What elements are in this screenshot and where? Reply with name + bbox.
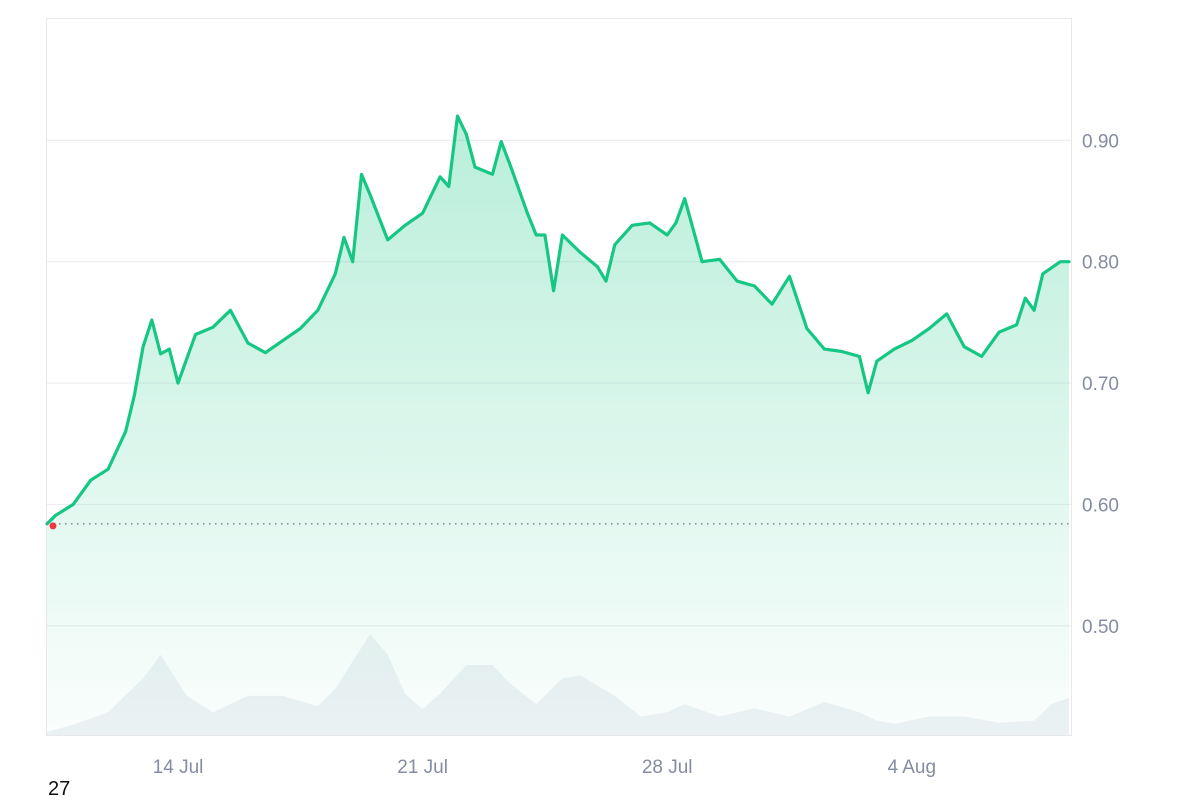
price-point bbox=[666, 233, 669, 237]
price-point bbox=[133, 394, 136, 397]
y-axis-ticks: 0.90 0.80 0.70 0.60 0.50 bbox=[1082, 131, 1119, 637]
price-point bbox=[508, 163, 512, 166]
series-group bbox=[45, 114, 1071, 736]
price-point bbox=[465, 133, 468, 136]
price-point bbox=[596, 265, 599, 268]
price-point bbox=[718, 258, 721, 261]
price-point bbox=[823, 347, 826, 351]
price-point bbox=[526, 212, 529, 215]
price-point bbox=[893, 347, 896, 351]
price-point bbox=[369, 193, 372, 197]
price-point bbox=[351, 260, 354, 263]
price-area-fill bbox=[47, 116, 1069, 736]
price-point bbox=[858, 355, 861, 358]
price-point bbox=[945, 312, 948, 316]
price-point bbox=[866, 391, 870, 394]
price-point bbox=[194, 333, 197, 336]
price-point bbox=[438, 175, 442, 178]
price-point bbox=[910, 339, 913, 342]
x-tick-label: 4 Aug bbox=[887, 757, 936, 778]
x-tick-label: 28 Jul bbox=[642, 757, 693, 778]
price-point bbox=[1024, 296, 1027, 300]
price-point bbox=[613, 243, 616, 246]
price-point bbox=[106, 468, 110, 471]
price-point bbox=[229, 309, 232, 312]
price-point bbox=[281, 339, 284, 342]
price-point bbox=[875, 360, 878, 363]
price-point bbox=[246, 341, 250, 345]
price-point bbox=[788, 275, 791, 278]
price-point bbox=[928, 327, 931, 330]
baseline-group bbox=[47, 522, 1071, 530]
price-point bbox=[168, 347, 171, 351]
price-point bbox=[648, 221, 651, 225]
start-marker bbox=[49, 522, 57, 530]
price-point bbox=[1041, 272, 1045, 275]
price-point bbox=[500, 140, 503, 143]
price-point bbox=[491, 173, 494, 176]
price-point bbox=[447, 185, 450, 188]
price-point bbox=[403, 224, 407, 227]
y-tick-label: 0.70 bbox=[1082, 374, 1119, 395]
y-tick-label: 0.50 bbox=[1082, 617, 1119, 638]
price-point bbox=[421, 212, 424, 215]
price-point bbox=[535, 233, 538, 237]
price-point bbox=[72, 503, 75, 506]
price-point bbox=[386, 238, 389, 242]
price-point bbox=[631, 224, 634, 227]
price-point bbox=[578, 250, 581, 254]
price-point bbox=[1015, 323, 1018, 326]
price-point bbox=[159, 352, 162, 356]
price-point bbox=[456, 114, 459, 118]
price-point bbox=[89, 479, 92, 482]
price-point bbox=[552, 289, 555, 292]
price-point bbox=[141, 345, 145, 348]
price-point bbox=[561, 233, 564, 237]
price-point bbox=[316, 309, 319, 312]
price-point bbox=[604, 279, 608, 283]
price-point bbox=[211, 326, 215, 329]
price-point bbox=[770, 303, 774, 306]
price-point bbox=[176, 381, 180, 385]
price-point bbox=[963, 345, 966, 348]
price-point bbox=[840, 350, 844, 353]
price-point bbox=[997, 330, 1001, 334]
price-point bbox=[700, 260, 704, 263]
price-point bbox=[1067, 260, 1071, 263]
price-point bbox=[360, 173, 363, 176]
price-point bbox=[54, 514, 57, 517]
y-tick-label: 0.80 bbox=[1082, 253, 1119, 274]
price-point bbox=[683, 197, 686, 200]
price-point bbox=[124, 430, 127, 433]
price-point bbox=[1059, 260, 1062, 263]
price-point bbox=[473, 165, 477, 169]
price-point bbox=[735, 279, 739, 283]
price-point bbox=[342, 236, 346, 239]
x-axis-ticks: 14 Jul 21 Jul 28 Jul 4 Aug bbox=[153, 757, 936, 778]
x-tick-label: 21 Jul bbox=[397, 757, 448, 778]
price-point bbox=[150, 318, 153, 322]
x-tick-label: 14 Jul bbox=[153, 757, 204, 778]
price-point bbox=[805, 327, 809, 330]
footnote-label: 27 bbox=[48, 778, 71, 800]
price-point bbox=[753, 284, 756, 288]
y-tick-label: 0.60 bbox=[1082, 495, 1119, 516]
price-point bbox=[334, 272, 337, 275]
price-point bbox=[674, 221, 678, 225]
price-point bbox=[543, 233, 547, 237]
price-point bbox=[299, 327, 302, 330]
price-point bbox=[980, 355, 983, 358]
price-point bbox=[264, 351, 267, 354]
price-point bbox=[1032, 309, 1036, 312]
y-tick-label: 0.90 bbox=[1082, 131, 1119, 152]
